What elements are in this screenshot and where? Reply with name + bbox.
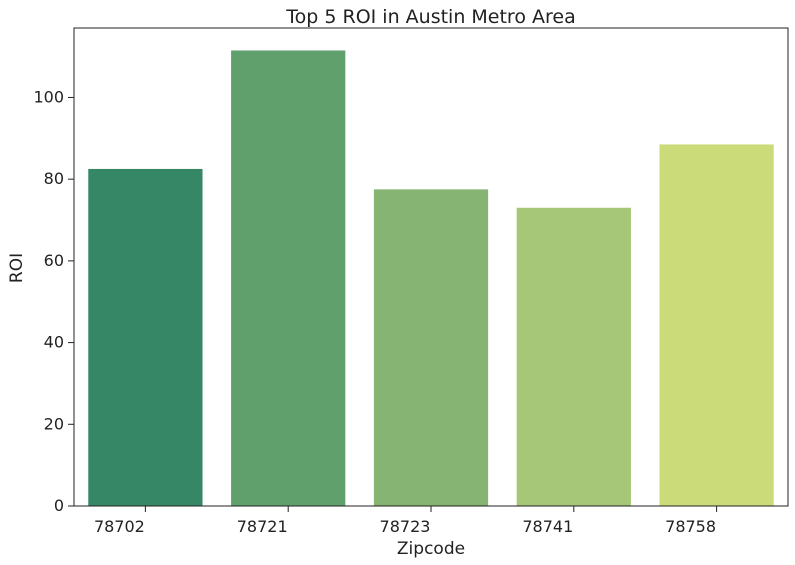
x-tick-label: 78721 (237, 517, 288, 536)
y-tick-label: 20 (44, 414, 64, 433)
y-tick-label: 100 (33, 87, 64, 106)
bar-78758 (659, 144, 774, 506)
x-tick-label: 78741 (522, 517, 573, 536)
y-axis-label: ROI (7, 253, 27, 283)
x-tick-label: 78758 (665, 517, 716, 536)
y-tick-label: 40 (44, 333, 64, 352)
y-tick-label: 80 (44, 169, 64, 188)
y-tick-label: 0 (54, 496, 64, 515)
x-tick-label: 78723 (380, 517, 431, 536)
y-tick-label: 60 (44, 251, 64, 270)
bar-78702 (88, 168, 203, 506)
plot-area: 0 20 40 60 80 100 78702 78721 78723 78741 78758 (33, 27, 789, 536)
x-tick-label: 78702 (94, 517, 145, 536)
bar-78723 (373, 189, 489, 506)
bar-78721 (231, 50, 346, 506)
bar-78741 (516, 207, 631, 506)
chart-title: Top 5 ROI in Austin Metro Area (285, 6, 575, 28)
x-axis-label: Zipcode (397, 539, 465, 559)
